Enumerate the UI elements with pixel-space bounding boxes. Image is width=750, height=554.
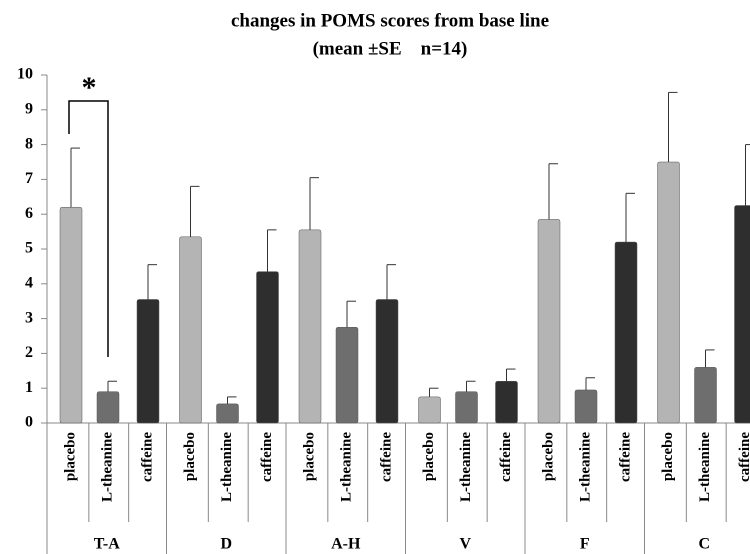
bar bbox=[59, 206, 83, 424]
group-label: T-A bbox=[94, 536, 121, 553]
group-label: D bbox=[220, 536, 232, 553]
error-bar bbox=[429, 387, 439, 397]
error-bar bbox=[745, 144, 750, 206]
error-bar bbox=[227, 396, 237, 404]
group-label: A-H bbox=[331, 536, 361, 553]
bar-label: L-theanine bbox=[577, 432, 593, 502]
y-tick-label: 1 bbox=[25, 379, 33, 396]
bar-label: caffeine bbox=[139, 432, 155, 482]
error-bar bbox=[190, 185, 200, 237]
bar bbox=[375, 299, 399, 424]
bar-label: caffeine bbox=[737, 432, 750, 482]
bar-label: L-theanine bbox=[338, 432, 354, 502]
error-bar bbox=[267, 229, 277, 272]
error-bar bbox=[346, 300, 356, 328]
bar-label: placebo bbox=[421, 432, 437, 481]
bar bbox=[537, 219, 561, 424]
y-tick-label: 10 bbox=[17, 66, 33, 83]
y-tick-label: 9 bbox=[25, 100, 33, 117]
bar bbox=[216, 403, 239, 424]
error-bar bbox=[625, 192, 635, 243]
error-bar bbox=[466, 380, 476, 392]
bar bbox=[734, 205, 750, 424]
bar-label: L-theanine bbox=[219, 432, 235, 502]
bar bbox=[256, 271, 279, 424]
y-tick-label: 3 bbox=[25, 309, 33, 326]
error-bar bbox=[147, 264, 157, 300]
error-bar bbox=[705, 349, 715, 368]
chart-title: changes in POMS scores from base line bbox=[231, 10, 549, 31]
bar bbox=[298, 229, 322, 424]
y-tick-label: 5 bbox=[25, 240, 33, 257]
bar-label: placebo bbox=[301, 432, 317, 481]
bar bbox=[96, 391, 120, 424]
y-tick-label: 4 bbox=[25, 274, 33, 291]
bar bbox=[136, 299, 160, 424]
bar-label: caffeine bbox=[498, 432, 514, 482]
bar-label: caffeine bbox=[259, 432, 275, 482]
chart-subtitle: (mean ±SE n=14) bbox=[313, 38, 468, 59]
error-bar bbox=[309, 177, 319, 230]
bar-label: L-theanine bbox=[458, 432, 474, 502]
bar-label: placebo bbox=[62, 432, 78, 481]
bar-label: placebo bbox=[660, 432, 676, 481]
group-label: F bbox=[580, 536, 590, 553]
significance-star: * bbox=[82, 71, 97, 104]
y-tick-label: 2 bbox=[25, 344, 33, 361]
y-tick-label: 6 bbox=[25, 205, 33, 222]
bar bbox=[335, 327, 359, 424]
bar bbox=[657, 161, 680, 424]
bar bbox=[179, 236, 202, 424]
error-bar bbox=[386, 264, 396, 300]
error-bar bbox=[70, 147, 80, 208]
error-bar bbox=[668, 91, 678, 162]
y-tick-label: 7 bbox=[25, 170, 33, 187]
error-bar bbox=[548, 163, 558, 220]
bar-label: L-theanine bbox=[99, 432, 115, 502]
bar bbox=[574, 389, 598, 424]
bar bbox=[455, 391, 478, 424]
group-label: C bbox=[698, 536, 710, 553]
bar-label: placebo bbox=[182, 432, 198, 481]
bar bbox=[418, 396, 441, 424]
error-bar bbox=[107, 380, 117, 392]
y-tick-label: 0 bbox=[25, 414, 33, 431]
bar bbox=[694, 367, 717, 424]
bar-label: caffeine bbox=[378, 432, 394, 482]
significance-bracket bbox=[68, 100, 109, 357]
group-label: V bbox=[459, 536, 471, 553]
bar-label: L-theanine bbox=[697, 432, 713, 502]
bar bbox=[614, 241, 638, 424]
y-tick-label: 8 bbox=[25, 135, 33, 152]
error-bar bbox=[506, 368, 516, 382]
bar bbox=[495, 380, 518, 424]
error-bar bbox=[585, 377, 595, 390]
bar-label: caffeine bbox=[617, 432, 633, 482]
bar-label: placebo bbox=[540, 432, 556, 481]
